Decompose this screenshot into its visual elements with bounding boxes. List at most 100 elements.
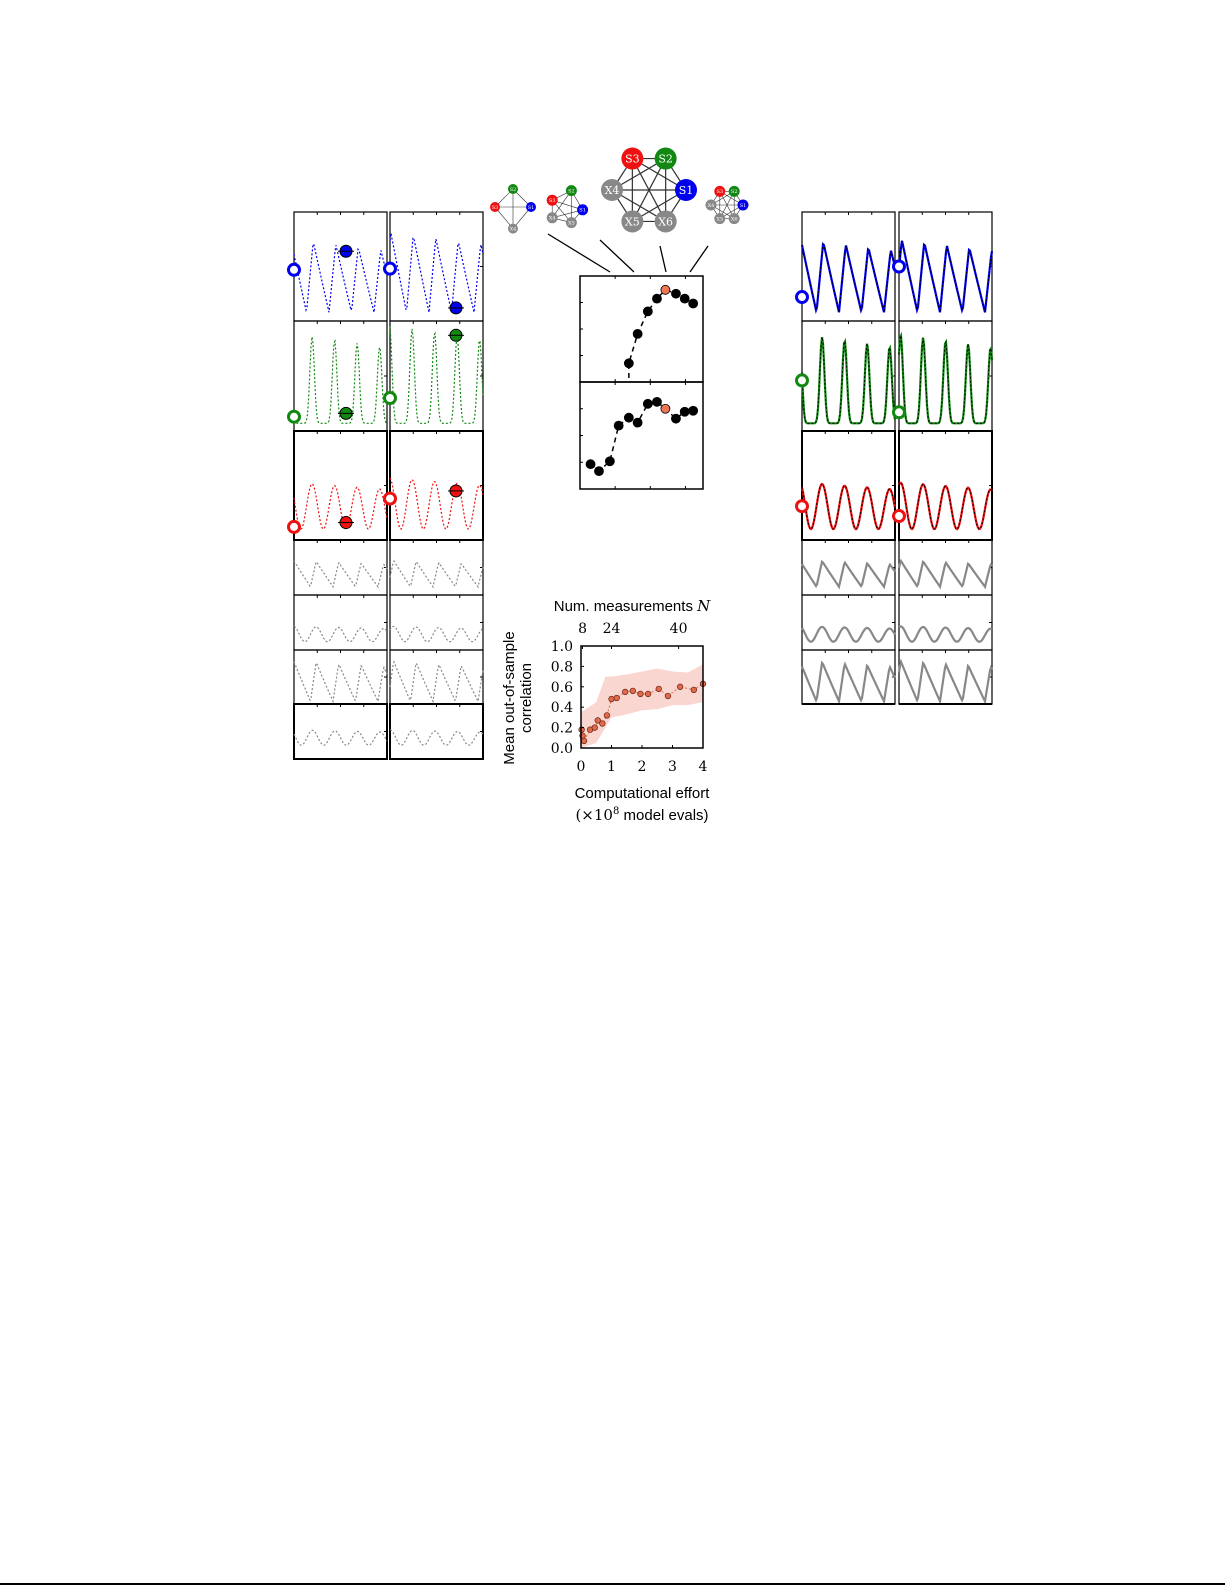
network-graph: S1 S2 S3 X4 X5 X6 <box>705 185 749 225</box>
top-tick-label: 40 <box>670 621 688 637</box>
panel-frame <box>898 649 993 705</box>
network-node-label: X4 <box>510 226 517 232</box>
timeseries-column-1 <box>287 211 388 760</box>
data-point <box>632 328 643 339</box>
network-graph: S1 S2 S3 X4 X5 X6 <box>601 147 697 233</box>
initial-condition-marker <box>795 290 809 305</box>
network-diagrams: S2 S3 S1 X4 S2 S3 S1 X4 X5 S1 S2 S3 X4 X5 X6 S1 S2 S3 X4 X5… <box>490 147 749 234</box>
data-point <box>660 403 671 414</box>
true-trajectory <box>898 240 993 313</box>
data-point <box>599 720 606 727</box>
model-selection-scatter <box>547 233 709 490</box>
panel-frame <box>579 275 704 383</box>
initial-condition-marker <box>795 499 809 514</box>
data-point <box>608 695 615 703</box>
fitted-column-2 <box>892 211 994 706</box>
selection-panel-1 <box>579 275 704 383</box>
model-fit-trajectory <box>800 482 897 531</box>
simulated-trajectory <box>389 477 484 530</box>
model-fit-trajectory <box>897 240 994 315</box>
network-node <box>737 199 749 211</box>
data-point <box>642 398 653 409</box>
data-point <box>690 686 697 694</box>
network-node-label: X6 <box>731 216 738 222</box>
data-point <box>671 288 681 299</box>
data-point <box>604 456 615 467</box>
network-node <box>508 184 518 194</box>
network-node <box>577 204 589 216</box>
y-axis-label-line2: correlation <box>518 663 535 733</box>
simulated-trajectory <box>293 560 388 589</box>
network-node <box>546 194 558 206</box>
training-timeseries-panels <box>287 211 484 760</box>
y-axis-label: Mean out-of-sample <box>501 631 518 764</box>
panel-frame <box>293 211 388 322</box>
x-tick-label: 0 <box>577 759 586 775</box>
initial-condition-marker <box>795 373 809 388</box>
network-node-label: S3 <box>549 198 556 204</box>
network-node <box>705 199 717 211</box>
data-point <box>652 396 662 407</box>
data-point <box>594 466 604 477</box>
data-point <box>679 293 690 304</box>
network-node-label: S2 <box>731 189 738 195</box>
network-graph: S2 S3 S1 X4 <box>490 184 536 234</box>
model-fit-trajectory <box>801 625 896 643</box>
x-axis-label-units: (×108 model evals) <box>575 806 708 824</box>
model-fit-trajectory <box>801 559 896 590</box>
model-fit-trajectory <box>898 625 993 643</box>
initial-condition-marker <box>892 405 906 420</box>
initial-condition-marker <box>383 491 397 506</box>
network-node <box>601 179 623 201</box>
panel-frame <box>389 320 484 432</box>
model-fit-trajectory <box>898 481 993 531</box>
network-node-label: S3 <box>716 189 723 195</box>
network-node-label: S1 <box>528 205 535 211</box>
network-node-label: S2 <box>510 187 517 193</box>
page-bottom-rule <box>0 1583 1225 1585</box>
network-connector-line <box>547 233 611 273</box>
data-point <box>679 406 690 417</box>
y-tick-label: 1.0 <box>551 639 573 655</box>
top-tick-label: 8 <box>578 621 587 637</box>
data-point <box>632 417 643 428</box>
top-tick-label: 24 <box>603 621 621 637</box>
data-point <box>688 298 699 309</box>
panel-frame <box>898 320 993 432</box>
network-node <box>508 223 518 234</box>
simulated-trajectory <box>389 326 484 424</box>
initial-condition-marker <box>892 259 906 274</box>
data-point <box>652 293 662 304</box>
panel-frame <box>801 594 896 651</box>
network-node <box>714 185 726 197</box>
x-tick-label: 1 <box>607 759 616 775</box>
std-dev-band <box>581 664 703 748</box>
network-node <box>621 147 644 170</box>
initial-condition-marker <box>383 391 397 405</box>
network-connector-line <box>599 239 635 273</box>
network-node-label: X6 <box>658 215 673 228</box>
network-edge <box>631 158 667 222</box>
top-axis-label: Num. measurements N <box>554 597 711 615</box>
network-node <box>546 212 558 224</box>
fitted-timeseries-panels <box>795 211 994 706</box>
network-node-label: X5 <box>568 220 575 226</box>
data-point <box>594 717 601 724</box>
data-point <box>613 420 624 431</box>
network-node <box>714 213 726 225</box>
true-trajectory <box>898 333 993 424</box>
network-node-label: S2 <box>568 188 575 194</box>
model-fit-trajectory <box>800 660 896 706</box>
y-tick-label: 0.4 <box>551 700 573 716</box>
initial-condition-marker <box>287 262 301 277</box>
y-tick-label: 0.0 <box>551 741 573 757</box>
x-tick-label: 4 <box>699 759 708 775</box>
simulated-trajectory <box>389 729 484 746</box>
selection-panel-2 <box>579 381 704 490</box>
simulated-trajectory <box>389 660 484 704</box>
model-fit-trajectory <box>897 558 993 590</box>
data-point <box>655 685 662 692</box>
data-point <box>622 688 629 696</box>
network-node <box>621 210 644 233</box>
simulated-trajectory <box>293 336 388 424</box>
